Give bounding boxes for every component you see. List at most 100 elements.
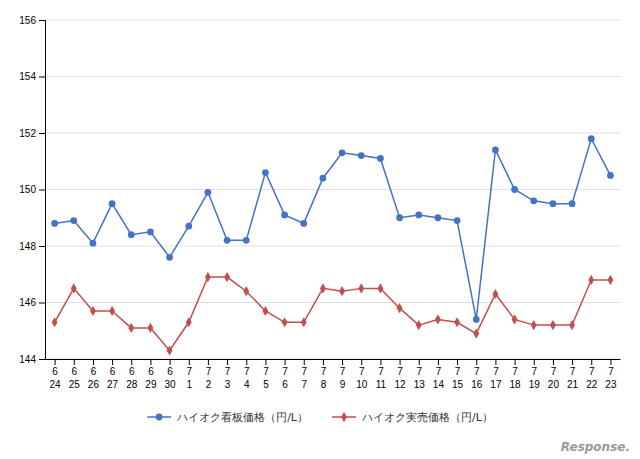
- x-tick-label: 28: [126, 379, 138, 390]
- series: [52, 272, 614, 356]
- point: [205, 189, 212, 196]
- x-tick-mark: [591, 359, 592, 365]
- x-tick-label: 7: [282, 366, 288, 377]
- legend-marker: [156, 414, 163, 421]
- x-tick-mark: [342, 359, 343, 365]
- y-tick: 148: [19, 241, 45, 252]
- x-tick-mark: [515, 359, 516, 365]
- grid-line: [45, 133, 620, 134]
- point: [416, 320, 422, 330]
- y-axis-line: [39, 21, 46, 360]
- point: [52, 317, 58, 327]
- annotation: Response.: [561, 440, 630, 454]
- y-tick-label: 144: [19, 354, 36, 365]
- x-tick-mark: [93, 359, 94, 365]
- x-tick: 627: [107, 359, 119, 390]
- point: [550, 200, 557, 207]
- x-tick: 624: [50, 359, 62, 390]
- x-tick-label: 27: [107, 379, 119, 390]
- y-tick-mark: [39, 303, 45, 304]
- x-tick-label: 23: [605, 379, 617, 390]
- x-tick: 713: [414, 359, 426, 390]
- point: [166, 254, 173, 261]
- x-tick: 712: [395, 359, 407, 390]
- x-tick-label: 6: [110, 366, 116, 377]
- x-tick: 75: [263, 359, 269, 390]
- y-tick-mark: [39, 133, 45, 134]
- y-tick-label: 150: [19, 184, 36, 195]
- x-tick-label: 7: [244, 366, 250, 377]
- x-tick-mark: [572, 359, 573, 365]
- point: [492, 147, 499, 154]
- point: [512, 314, 518, 324]
- y-tick: 156: [19, 15, 45, 26]
- line: [55, 139, 611, 320]
- legend: ハイオク看板価格（円/L） ハイオク実売価格（円/L）: [147, 411, 493, 424]
- x-tick-mark: [112, 359, 113, 365]
- y-tick-mark: [39, 20, 45, 21]
- x-tick: 630: [165, 359, 177, 390]
- x-tick-mark: [419, 359, 420, 365]
- legend-item: ハイオク実売価格（円/L）: [332, 411, 493, 424]
- point: [186, 317, 192, 327]
- x-tick-label: 7: [206, 366, 212, 377]
- x-tick-label: 7: [570, 366, 576, 377]
- x-tick-label: 1: [186, 379, 192, 390]
- x-tick-mark: [189, 359, 190, 365]
- x-tick-mark: [304, 359, 305, 365]
- x-tick-label: 7: [436, 366, 442, 377]
- point: [531, 320, 537, 330]
- x-tick: 74: [244, 359, 250, 390]
- x-tick: 714: [433, 359, 445, 390]
- point: [185, 223, 192, 230]
- point: [492, 289, 498, 299]
- x-tick-label: 7: [359, 366, 365, 377]
- x-tick-mark: [55, 359, 56, 365]
- x-tick-label: 6: [167, 366, 173, 377]
- x-tick: 719: [529, 359, 541, 390]
- point: [51, 220, 58, 227]
- x-tick-mark: [227, 359, 228, 365]
- x-tick-label: 6: [129, 366, 135, 377]
- x-tick-label: 7: [551, 366, 557, 377]
- x-tick-label: 6: [282, 379, 288, 390]
- y-tick-mark: [39, 246, 45, 247]
- x-tick-label: 7: [416, 366, 422, 377]
- point: [70, 217, 77, 224]
- chart: 1441461481501521541566246256266276286296…: [0, 0, 640, 459]
- point: [224, 272, 230, 282]
- x-tick: 625: [69, 359, 81, 390]
- x-tick-label: 19: [529, 379, 541, 390]
- x-tick: 72: [206, 359, 212, 390]
- point: [128, 231, 135, 238]
- point: [262, 169, 269, 176]
- point: [435, 214, 442, 221]
- y-tick-label: 146: [19, 297, 36, 308]
- x-tick-mark: [285, 359, 286, 365]
- grid: [45, 20, 620, 359]
- x-tick: 711: [376, 359, 387, 390]
- point: [511, 186, 518, 193]
- x-tick-label: 7: [186, 366, 192, 377]
- x-tick-label: 7: [397, 366, 403, 377]
- grid-line: [45, 76, 620, 77]
- x-tick-mark: [170, 359, 171, 365]
- x-tick-label: 7: [493, 366, 499, 377]
- x-tick: 716: [471, 359, 483, 390]
- x-tick-label: 21: [567, 379, 579, 390]
- x-tick-label: 16: [471, 379, 483, 390]
- x-tick-label: 14: [433, 379, 445, 390]
- x-tick: 718: [510, 359, 522, 390]
- point: [224, 237, 231, 244]
- point: [454, 217, 461, 224]
- y-tick-label: 152: [19, 128, 36, 139]
- y-tick-mark: [39, 359, 45, 360]
- y-tick-mark: [39, 77, 45, 78]
- plot-area: [51, 135, 614, 355]
- x-tick-label: 11: [376, 379, 387, 390]
- legend-label: ハイオク看板価格（円/L）: [176, 411, 308, 424]
- line: [55, 277, 611, 350]
- y-tick: 152: [19, 128, 45, 139]
- x-tick-mark: [610, 359, 611, 365]
- x-tick-label: 7: [474, 366, 480, 377]
